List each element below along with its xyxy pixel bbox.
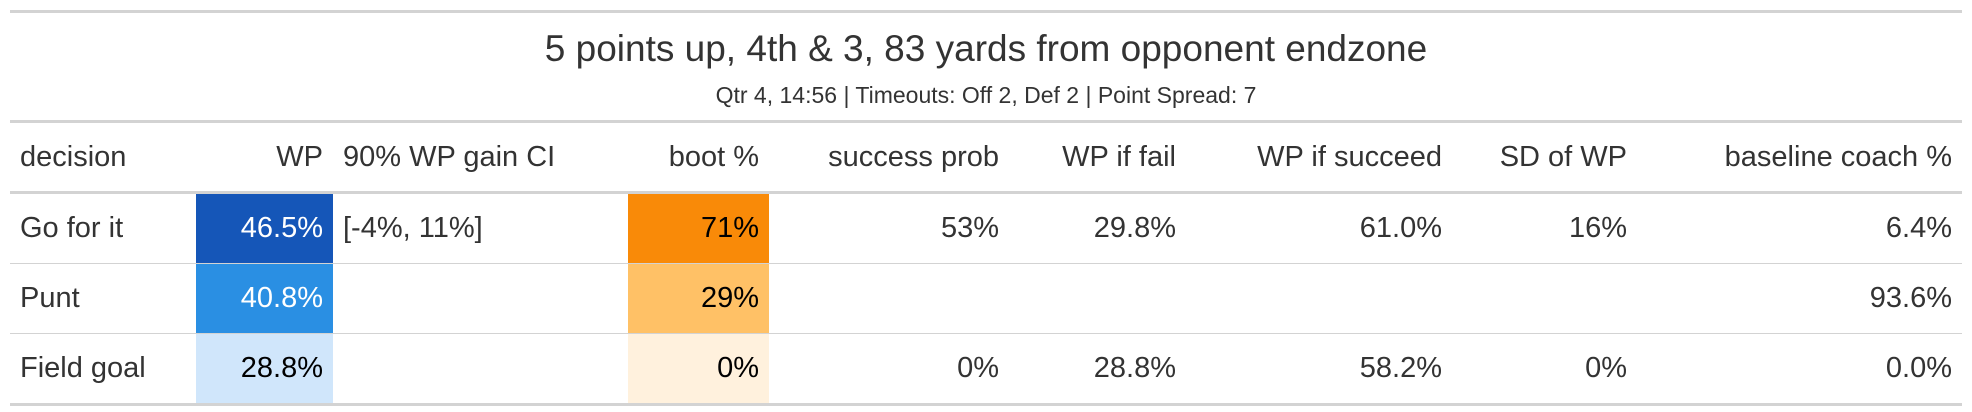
cell-ci: [-4%, 11%] <box>333 192 628 264</box>
table-row: Punt 40.8% 29% 93.6% <box>10 263 1962 334</box>
cell-wp-succeed <box>1186 263 1452 334</box>
cell-wp-fail <box>1009 263 1186 334</box>
cell-baseline: 0.0% <box>1637 333 1962 406</box>
cell-sd-wp <box>1452 263 1637 334</box>
decision-table-container: 5 points up, 4th & 3, 83 yards from oppo… <box>10 10 1962 406</box>
cell-baseline: 93.6% <box>1637 263 1962 334</box>
table-title: 5 points up, 4th & 3, 83 yards from oppo… <box>544 28 1428 69</box>
cell-wp: 40.8% <box>196 263 333 334</box>
table-row: Go for it 46.5% [-4%, 11%] 71% 53% 29.8%… <box>10 192 1962 264</box>
col-header-boot: boot % <box>628 123 769 194</box>
cell-ci <box>333 263 628 334</box>
cell-decision: Field goal <box>10 333 196 406</box>
cell-boot: 29% <box>628 263 769 334</box>
cell-success-prob: 53% <box>769 192 1009 264</box>
cell-success-prob <box>769 263 1009 334</box>
col-header-wp-succeed: WP if succeed <box>1186 123 1452 194</box>
cell-decision: Punt <box>10 263 196 334</box>
column-header-row: decision WP 90% WP gain CI boot % succes… <box>10 123 1962 194</box>
col-header-decision: decision <box>10 123 196 194</box>
cell-sd-wp: 16% <box>1452 192 1637 264</box>
col-header-sd-wp: SD of WP <box>1452 123 1637 194</box>
cell-boot: 71% <box>628 192 769 264</box>
top-rule <box>10 10 1962 13</box>
cell-baseline: 6.4% <box>1637 192 1962 264</box>
col-header-ci: 90% WP gain CI <box>333 123 628 194</box>
cell-wp-succeed: 58.2% <box>1186 333 1452 406</box>
cell-wp-fail: 28.8% <box>1009 333 1186 406</box>
table-subtitle: Qtr 4, 14:56 | Timeouts: Off 2, Def 2 | … <box>715 82 1257 108</box>
cell-ci <box>333 333 628 406</box>
cell-wp-succeed: 61.0% <box>1186 192 1452 264</box>
cell-wp-fail: 29.8% <box>1009 192 1186 264</box>
col-header-wp-fail: WP if fail <box>1009 123 1186 194</box>
cell-success-prob: 0% <box>769 333 1009 406</box>
cell-boot: 0% <box>628 333 769 406</box>
header-rule <box>10 120 1962 123</box>
cell-wp: 28.8% <box>196 333 333 406</box>
cell-wp: 46.5% <box>196 192 333 264</box>
table-row: Field goal 28.8% 0% 0% 28.8% 58.2% 0% 0.… <box>10 333 1962 406</box>
cell-decision: Go for it <box>10 192 196 264</box>
col-header-baseline: baseline coach % <box>1637 123 1962 194</box>
table-header: 5 points up, 4th & 3, 83 yards from oppo… <box>10 13 1962 120</box>
col-header-wp: WP <box>196 123 333 194</box>
cell-sd-wp: 0% <box>1452 333 1637 406</box>
decision-table: decision WP 90% WP gain CI boot % succes… <box>10 123 1962 406</box>
col-header-success-prob: success prob <box>769 123 1009 194</box>
